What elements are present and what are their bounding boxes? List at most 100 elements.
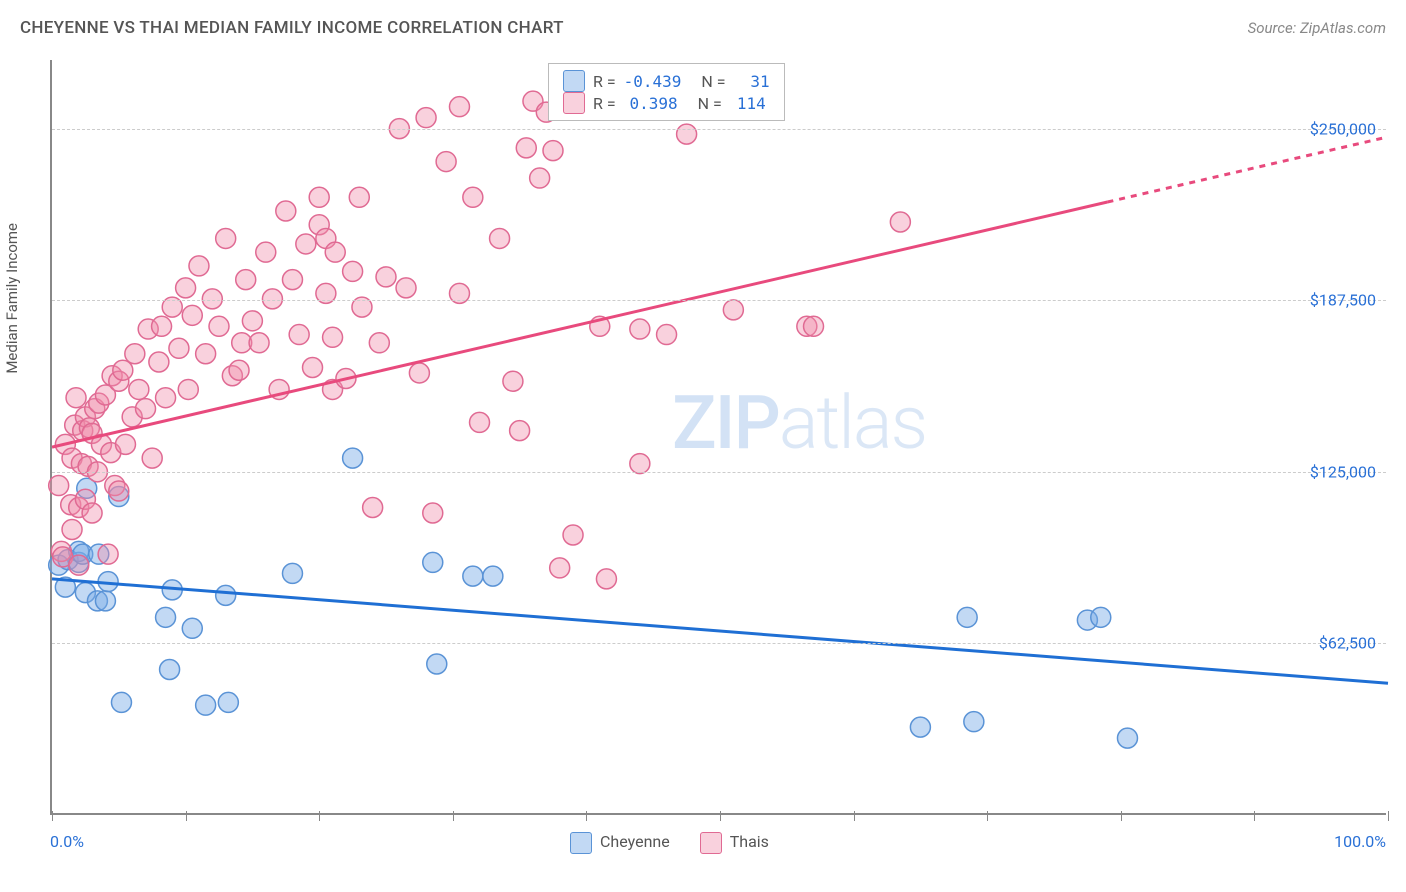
data-point xyxy=(249,333,269,353)
data-point xyxy=(343,261,363,281)
legend-swatch xyxy=(563,92,585,114)
data-point xyxy=(563,525,583,545)
data-point xyxy=(69,555,89,575)
data-point xyxy=(262,289,282,309)
data-point xyxy=(490,228,510,248)
data-point xyxy=(236,270,256,290)
data-point xyxy=(657,325,677,345)
x-tick xyxy=(1388,811,1389,821)
data-point xyxy=(202,289,222,309)
plot-area: ZIPatlas R =-0.439N =31R =0.398N =114 $6… xyxy=(50,60,1386,815)
series-legend: Cheyenne Thais xyxy=(570,832,769,854)
y-tick-label: $187,500 xyxy=(1310,291,1376,310)
data-point xyxy=(189,256,209,276)
data-point xyxy=(182,618,202,638)
data-point xyxy=(209,316,229,336)
data-point xyxy=(503,371,523,391)
data-point xyxy=(149,352,169,372)
data-point xyxy=(111,692,131,712)
data-point xyxy=(296,234,316,254)
data-point xyxy=(530,168,550,188)
regression-line xyxy=(52,579,1388,683)
chart-title: CHEYENNE VS THAI MEDIAN FAMILY INCOME CO… xyxy=(20,18,564,38)
data-point xyxy=(196,344,216,364)
data-point xyxy=(596,569,616,589)
series-name: Thais xyxy=(730,832,769,851)
data-point xyxy=(196,695,216,715)
series-name: Cheyenne xyxy=(600,832,670,851)
data-point xyxy=(125,344,145,364)
data-point xyxy=(325,242,345,262)
correlation-legend: R =-0.439N =31R =0.398N =114 xyxy=(548,63,785,121)
data-point xyxy=(804,316,824,336)
scatter-svg xyxy=(52,60,1386,813)
data-point xyxy=(416,108,436,128)
data-point xyxy=(82,503,102,523)
data-point xyxy=(169,338,189,358)
data-point xyxy=(957,607,977,627)
data-point xyxy=(376,267,396,287)
data-point xyxy=(323,327,343,347)
legend-row: R =-0.439N =31 xyxy=(563,70,770,92)
x-axis-max-label: 100.0% xyxy=(1334,832,1386,851)
x-tick xyxy=(319,811,320,821)
x-tick xyxy=(453,811,454,821)
legend-n-value: 114 xyxy=(730,94,766,113)
legend-swatch xyxy=(700,832,722,854)
data-point xyxy=(723,300,743,320)
y-tick-label: $62,500 xyxy=(1319,634,1376,653)
data-point xyxy=(630,319,650,339)
x-tick xyxy=(987,811,988,821)
gridline xyxy=(52,300,1386,301)
data-point xyxy=(176,278,196,298)
x-axis-min-label: 0.0% xyxy=(50,832,84,851)
x-tick xyxy=(720,811,721,821)
legend-n-label: N = xyxy=(701,72,725,91)
data-point xyxy=(136,399,156,419)
source-label: Source: ZipAtlas.com xyxy=(1248,19,1386,37)
gridline xyxy=(52,129,1386,130)
data-point xyxy=(1091,607,1111,627)
data-point xyxy=(423,552,443,572)
data-point xyxy=(396,278,416,298)
data-point xyxy=(152,316,172,336)
data-point xyxy=(216,228,236,248)
data-point xyxy=(423,503,443,523)
title-bar: CHEYENNE VS THAI MEDIAN FAMILY INCOME CO… xyxy=(20,18,1386,38)
legend-n-label: N = xyxy=(698,94,722,113)
data-point xyxy=(142,448,162,468)
data-point xyxy=(463,566,483,586)
regression-line-dashed xyxy=(1107,137,1388,202)
y-tick-label: $125,000 xyxy=(1310,462,1376,481)
data-point xyxy=(62,519,82,539)
legend-n-value: 31 xyxy=(734,72,770,91)
data-point xyxy=(463,187,483,207)
data-point xyxy=(483,566,503,586)
chart-container: CHEYENNE VS THAI MEDIAN FAMILY INCOME CO… xyxy=(0,0,1406,892)
legend-row: R =0.398N =114 xyxy=(563,92,770,114)
legend-r-value: -0.439 xyxy=(624,72,682,91)
x-tick xyxy=(186,811,187,821)
data-point xyxy=(49,476,69,496)
data-point xyxy=(343,448,363,468)
data-point xyxy=(156,388,176,408)
data-point xyxy=(470,412,490,432)
data-point xyxy=(510,421,530,441)
x-tick xyxy=(586,811,587,821)
data-point xyxy=(256,242,276,262)
data-point xyxy=(109,481,129,501)
data-point xyxy=(964,712,984,732)
data-point xyxy=(66,388,86,408)
data-point xyxy=(218,692,238,712)
data-point xyxy=(156,607,176,627)
data-point xyxy=(95,591,115,611)
data-point xyxy=(550,558,570,578)
data-point xyxy=(449,97,469,117)
data-point xyxy=(289,325,309,345)
data-point xyxy=(129,379,149,399)
data-point xyxy=(890,212,910,232)
x-tick xyxy=(1121,811,1122,821)
legend-swatch xyxy=(570,832,592,854)
data-point xyxy=(543,141,563,161)
data-point xyxy=(276,201,296,221)
